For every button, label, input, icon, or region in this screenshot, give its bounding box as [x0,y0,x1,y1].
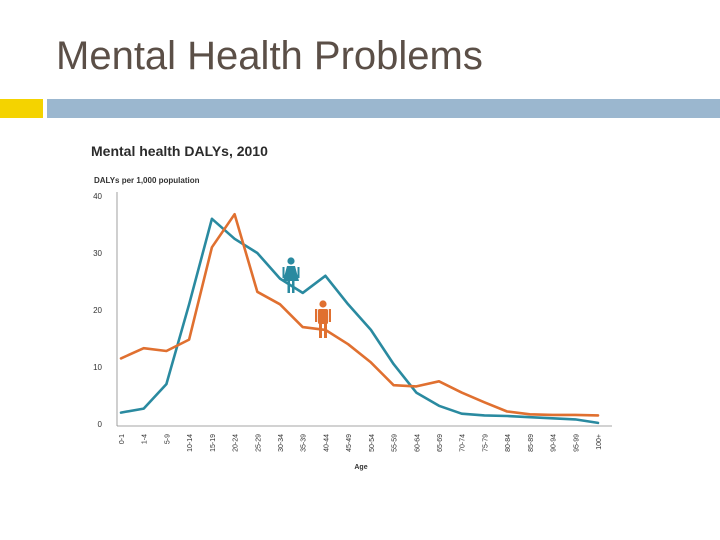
data-point [506,415,508,417]
data-point [233,237,236,240]
y-tick-label: 10 [93,363,102,372]
x-tick-label: 30-34 [278,434,285,452]
data-point [188,338,190,341]
data-point [529,416,531,418]
x-tick-label: 45-49 [346,434,353,452]
x-tick-label: 25-29 [255,434,262,452]
data-point [597,422,599,424]
x-tick-label: 55-59 [392,434,399,452]
male-icon [315,300,331,338]
data-point [256,290,259,293]
x-tick-label: 85-89 [528,434,535,452]
data-point [165,350,168,352]
data-point [120,411,122,414]
data-point [460,391,463,394]
data-point [301,326,304,328]
data-point [392,384,395,387]
y-tick-label: 0 [98,420,103,429]
series-line-male [119,212,600,417]
series-lines [119,212,600,425]
x-tick-label: 35-39 [301,434,308,452]
data-point [483,414,486,417]
x-tick-label: 100+ [596,434,603,450]
data-point [324,275,327,277]
data-point [233,213,236,216]
data-point [415,391,418,394]
data-point [370,329,372,331]
y-tick-label: 40 [93,192,102,201]
data-point [574,418,577,421]
slide-title: Mental Health Problems [56,34,483,78]
data-point [256,252,259,254]
data-point [211,218,213,220]
data-point [392,363,395,365]
x-tick-label: 15-19 [210,434,217,452]
series-line-female [119,217,600,425]
data-point [211,246,213,249]
x-tick-label: 75-79 [482,434,489,452]
data-point [301,292,304,294]
data-point [597,414,599,417]
data-point [279,303,281,306]
x-tick-label: 65-69 [437,434,444,452]
chart-title: Mental health DALYs, 2010 [91,143,268,159]
data-point [347,303,349,306]
x-tick-label: 70-74 [460,434,467,452]
x-tick-label: 90-94 [551,434,558,452]
data-point [551,417,554,420]
x-tick-label: 5-9 [164,434,171,444]
axes: 0 10 20 30 40 0-1 1-4 5-9 10-14 15-19 20-24 25-29 30… [93,192,612,471]
x-tick-label: 50-54 [369,434,376,452]
data-point [279,277,281,280]
legend-icons [282,257,331,338]
data-point [347,343,349,346]
y-tick-label: 30 [93,249,102,258]
data-point [165,383,168,385]
data-point [142,407,145,410]
data-point [460,412,463,415]
x-tick-label: 60-64 [414,434,421,452]
x-tick-label: 10-14 [187,434,194,452]
x-tick-label: 40-44 [323,434,330,452]
y-axis-label: DALYs per 1,000 population [94,176,200,185]
x-tick-label: 95-99 [573,434,580,452]
accent-square [0,99,43,118]
data-point [370,361,372,364]
x-axis-title: Age [354,464,367,471]
x-tick-label: 0-1 [119,434,126,444]
data-point [529,413,531,416]
accent-bar [47,99,720,118]
data-point [142,347,145,349]
female-icon [282,257,300,293]
x-tick-label: 80-84 [505,434,512,452]
data-point [506,410,508,413]
x-tick-label: 20-24 [233,434,240,452]
y-tick-label: 20 [93,306,102,315]
data-point [483,401,486,404]
data-point [438,404,440,407]
data-point [188,303,190,306]
data-point [120,357,122,360]
data-point [415,385,418,388]
x-tick-label: 1-4 [142,434,149,444]
data-point [574,414,577,416]
data-point [551,414,554,416]
data-point [438,380,440,383]
